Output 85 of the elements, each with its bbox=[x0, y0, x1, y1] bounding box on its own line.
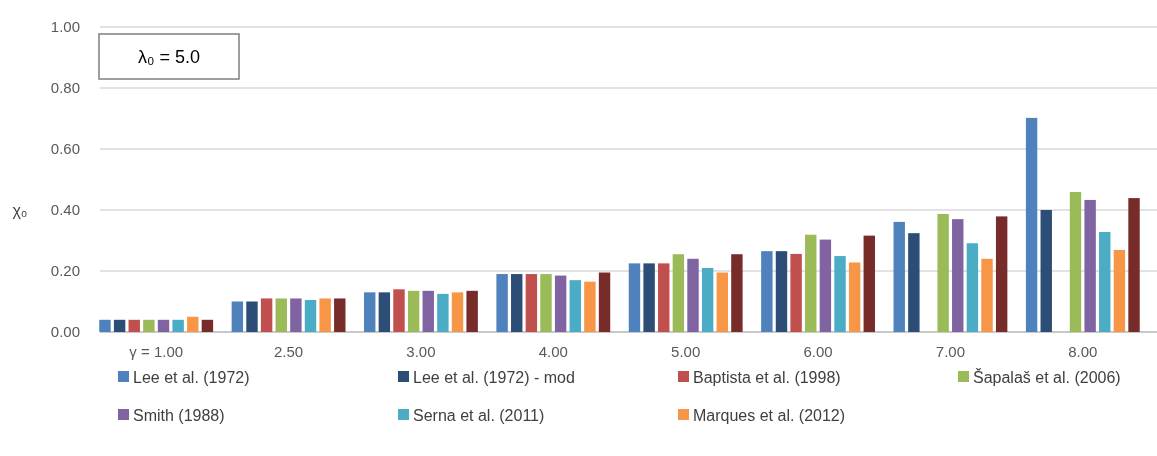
bar bbox=[687, 258, 699, 332]
bar bbox=[290, 298, 302, 332]
legend-label: Serna et al. (2011) bbox=[413, 406, 545, 424]
x-tick-label: 8.00 bbox=[1068, 343, 1098, 360]
x-tick-label: 6.00 bbox=[803, 343, 833, 360]
bar bbox=[952, 219, 964, 332]
y-tick-label: 0.60 bbox=[50, 140, 80, 158]
bar bbox=[393, 289, 405, 332]
bar bbox=[937, 213, 949, 332]
legend-label: Lee et al. (1972) bbox=[133, 368, 250, 386]
annotation: λ₀ = 5.0 bbox=[137, 47, 201, 68]
bar bbox=[496, 274, 508, 332]
bar bbox=[466, 290, 478, 332]
bar bbox=[1099, 231, 1111, 332]
bar bbox=[1040, 210, 1052, 332]
bar bbox=[981, 258, 993, 332]
bar bbox=[1025, 117, 1038, 332]
bar bbox=[893, 221, 905, 332]
bar bbox=[966, 243, 979, 332]
bar bbox=[275, 298, 287, 332]
bar bbox=[378, 292, 391, 332]
bar bbox=[1084, 199, 1096, 332]
bar bbox=[761, 251, 773, 332]
bar bbox=[172, 319, 184, 332]
bar bbox=[143, 319, 155, 332]
x-tick-label: 7.00 bbox=[935, 343, 966, 360]
bar bbox=[775, 251, 788, 332]
x-tick-label: γ = 1.00 bbox=[129, 343, 184, 360]
y-tick-label: 0.40 bbox=[50, 201, 80, 219]
bar bbox=[304, 299, 317, 332]
bar bbox=[863, 235, 875, 332]
bar bbox=[157, 319, 170, 332]
bar bbox=[995, 216, 1008, 332]
legend-label: Šapalaš et al. (2006) bbox=[973, 367, 1121, 386]
legend-label: Smith (1988) bbox=[133, 406, 225, 424]
x-tick-label: 2.50 bbox=[273, 343, 304, 360]
bar bbox=[451, 292, 464, 332]
y-axis-title: χ₀ bbox=[12, 202, 28, 220]
bar bbox=[701, 267, 714, 332]
bar bbox=[201, 319, 214, 332]
bar bbox=[422, 290, 434, 332]
bar bbox=[113, 319, 126, 332]
bar bbox=[628, 263, 641, 332]
bar bbox=[1113, 249, 1126, 332]
y-tick-label: 0.20 bbox=[50, 262, 80, 280]
bar bbox=[584, 281, 596, 332]
bar bbox=[540, 274, 552, 332]
bar bbox=[187, 316, 199, 332]
legend-label: Marques et al. (2012) bbox=[693, 406, 846, 424]
bar bbox=[407, 290, 420, 332]
bar bbox=[99, 319, 111, 332]
bar bbox=[848, 262, 861, 332]
bar bbox=[1128, 198, 1140, 332]
legend-label: Baptista et al. (1998) bbox=[693, 368, 841, 386]
bar bbox=[364, 292, 376, 332]
bar bbox=[554, 275, 567, 332]
bar bbox=[834, 256, 846, 332]
bar bbox=[231, 301, 244, 332]
bar bbox=[598, 272, 611, 332]
bar bbox=[731, 254, 743, 332]
bar bbox=[805, 234, 817, 332]
x-tick-label: 3.00 bbox=[406, 343, 436, 360]
y-tick-label: 1.00 bbox=[50, 18, 80, 36]
bar bbox=[437, 293, 449, 332]
bar bbox=[260, 298, 273, 332]
bar bbox=[569, 280, 581, 332]
bar bbox=[908, 233, 920, 332]
bar bbox=[525, 274, 538, 332]
bar bbox=[658, 263, 670, 332]
y-tick-label: 0.80 bbox=[50, 79, 80, 97]
x-tick-label: 4.00 bbox=[538, 343, 568, 360]
bar bbox=[511, 274, 523, 332]
bar bbox=[672, 254, 685, 332]
y-tick-label: 0.00 bbox=[50, 323, 80, 341]
bar bbox=[790, 253, 802, 332]
bar bbox=[319, 298, 331, 332]
legend-label: Lee et al. (1972) - mod bbox=[413, 368, 575, 386]
bar bbox=[246, 301, 258, 332]
bar bbox=[1069, 192, 1082, 332]
bar bbox=[128, 319, 140, 332]
bar bbox=[334, 298, 346, 332]
bar bbox=[643, 263, 655, 332]
bar bbox=[819, 239, 832, 332]
x-tick-label: 5.00 bbox=[671, 343, 701, 360]
bar bbox=[716, 272, 728, 332]
